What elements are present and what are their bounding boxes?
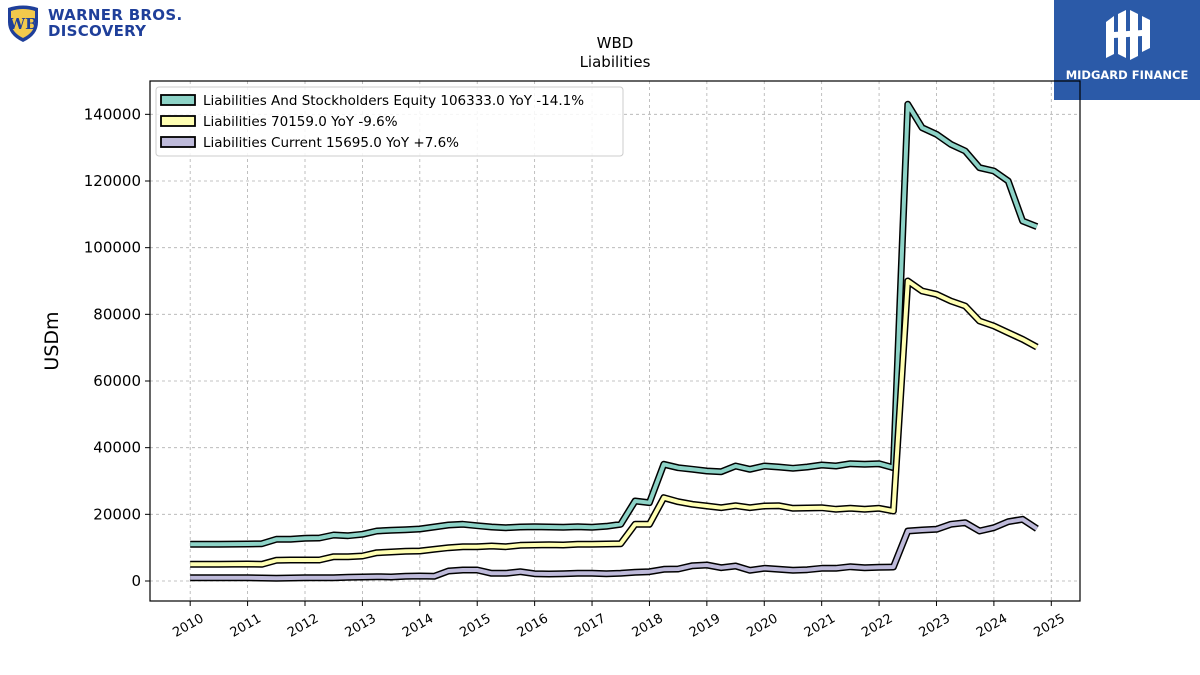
x-tick-label: 2019 bbox=[687, 611, 723, 641]
legend: Liabilities And Stockholders Equity 1063… bbox=[155, 86, 624, 157]
y-tick-label: 40000 bbox=[93, 439, 141, 457]
y-tick-label: 20000 bbox=[93, 505, 141, 523]
legend-box bbox=[155, 86, 624, 157]
series-line-2 bbox=[190, 517, 1038, 581]
x-tick-label: 2018 bbox=[630, 611, 666, 641]
x-tick-label: 2022 bbox=[859, 611, 895, 641]
x-tick-label: 2010 bbox=[170, 611, 206, 641]
brand-left-wordmark: WARNER BROS. DISCOVERY bbox=[48, 7, 182, 39]
brand-right-name: MIDGARD FINANCE bbox=[1065, 68, 1189, 82]
x-tick-label: 2017 bbox=[572, 611, 608, 641]
x-tick-label: 2013 bbox=[343, 611, 379, 641]
brand-left-line2: DISCOVERY bbox=[48, 22, 147, 40]
svg-text:WB: WB bbox=[7, 15, 38, 33]
legend-swatch bbox=[160, 115, 196, 127]
legend-label: Liabilities Current 15695.0 YoY +7.6% bbox=[203, 135, 459, 151]
y-tick-label: 60000 bbox=[93, 372, 141, 390]
brand-right: MIDGARD FINANCE bbox=[1054, 0, 1200, 100]
legend-label: Liabilities And Stockholders Equity 1063… bbox=[203, 93, 584, 109]
x-tick-label: 2015 bbox=[457, 611, 493, 641]
x-tick-label: 2025 bbox=[1031, 611, 1067, 641]
y-tick-label: 100000 bbox=[84, 239, 141, 257]
x-tick-label: 2020 bbox=[744, 611, 780, 641]
midgard-mark-icon bbox=[1106, 10, 1150, 60]
x-tick-label: 2014 bbox=[400, 611, 436, 641]
x-tick-label: 2012 bbox=[285, 611, 321, 641]
series-lines bbox=[190, 100, 1039, 582]
y-tick-label: 80000 bbox=[93, 305, 141, 323]
y-axis: 0 20000 40000 60000 80000 100000 120000 140000 bbox=[84, 105, 150, 590]
chart-subtitle: Liabilities bbox=[580, 53, 651, 71]
series-line-1 bbox=[190, 279, 1038, 567]
x-tick-label: 2021 bbox=[802, 611, 838, 641]
plot-area-frame bbox=[149, 80, 1081, 602]
y-tick-label: 120000 bbox=[84, 172, 141, 190]
legend-swatch bbox=[160, 94, 196, 106]
brand-left-line1: WARNER BROS. bbox=[48, 6, 183, 24]
y-tick-label: 140000 bbox=[84, 105, 141, 123]
series-outline bbox=[190, 100, 1039, 548]
legend-swatch bbox=[160, 136, 196, 148]
chart-title: WBD bbox=[597, 34, 634, 52]
x-tick-label: 2016 bbox=[515, 611, 551, 641]
y-axis-label: USDm bbox=[41, 311, 63, 370]
x-tick-label: 2024 bbox=[974, 611, 1010, 641]
x-tick-label: 2023 bbox=[917, 611, 953, 641]
wb-shield-icon: WB bbox=[7, 5, 38, 42]
x-tick-label: 2011 bbox=[228, 611, 264, 641]
brand-left: WB bbox=[7, 5, 38, 42]
legend-label: Liabilities 70159.0 YoY -9.6% bbox=[203, 114, 398, 130]
x-axis: 2010 2011 2012 2013 2014 2015 2016 2017 2018 2019… bbox=[170, 601, 1068, 641]
y-tick-label: 0 bbox=[131, 572, 141, 590]
series-line-0 bbox=[190, 102, 1038, 547]
